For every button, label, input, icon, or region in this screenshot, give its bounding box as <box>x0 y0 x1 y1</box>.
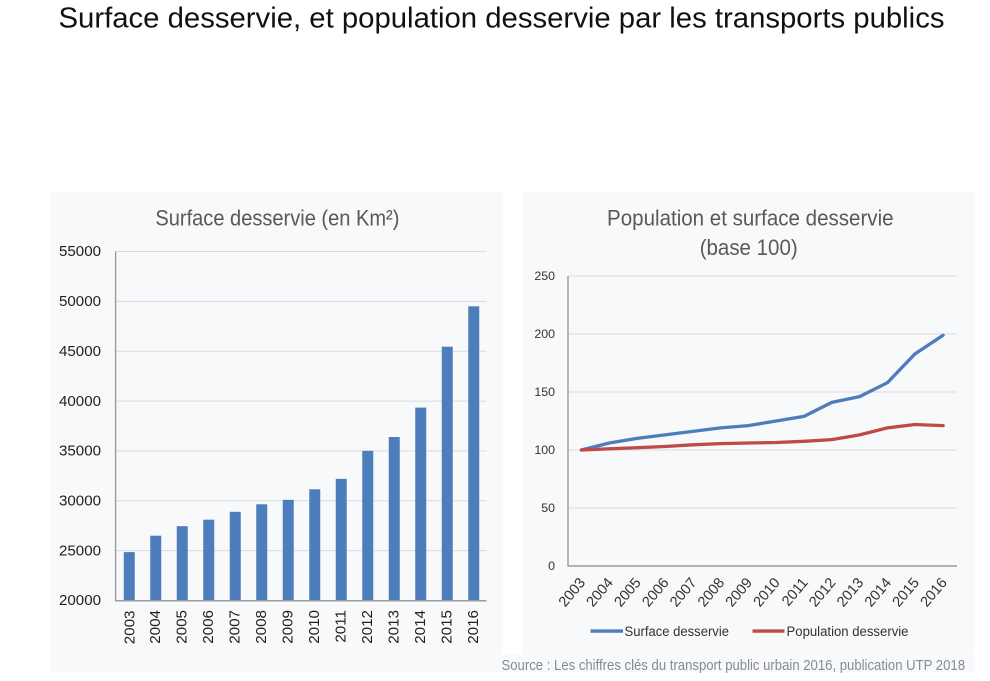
svg-text:2008: 2008 <box>253 610 270 644</box>
svg-text:Population desservie: Population desservie <box>787 624 909 639</box>
svg-text:35000: 35000 <box>59 443 101 460</box>
svg-text:2016: 2016 <box>465 610 482 644</box>
svg-text:50: 50 <box>541 501 555 515</box>
svg-text:2005: 2005 <box>174 610 191 644</box>
svg-text:2012: 2012 <box>359 610 376 644</box>
svg-text:Surface desservie (en Km²): Surface desservie (en Km²) <box>155 205 399 230</box>
svg-text:2015: 2015 <box>439 610 456 644</box>
svg-text:2003: 2003 <box>121 611 138 645</box>
svg-text:20000: 20000 <box>59 592 101 609</box>
svg-text:Population et surface desservi: Population et surface desservie <box>607 206 894 231</box>
svg-text:2014: 2014 <box>412 610 429 644</box>
svg-text:40000: 40000 <box>59 393 101 410</box>
svg-text:2004: 2004 <box>147 610 164 644</box>
svg-text:30000: 30000 <box>59 493 101 510</box>
svg-text:(base 100): (base 100) <box>700 235 798 260</box>
svg-text:50000: 50000 <box>59 293 101 310</box>
svg-text:2010: 2010 <box>306 610 323 644</box>
svg-text:Surface desservie, et populati: Surface desservie, et population desserv… <box>59 3 945 35</box>
svg-text:250: 250 <box>534 269 555 283</box>
svg-text:2013: 2013 <box>386 610 403 644</box>
svg-text:25000: 25000 <box>59 542 101 559</box>
svg-text:100: 100 <box>534 443 555 457</box>
svg-text:Source : Les chiffres clés du: Source : Les chiffres clés du transport … <box>502 658 966 674</box>
svg-text:2011: 2011 <box>333 610 350 643</box>
svg-text:55000: 55000 <box>59 243 101 260</box>
svg-text:2009: 2009 <box>280 610 297 644</box>
svg-text:0: 0 <box>548 559 555 573</box>
svg-text:150: 150 <box>534 385 555 399</box>
svg-text:2006: 2006 <box>200 610 217 644</box>
svg-text:2007: 2007 <box>227 610 244 644</box>
svg-text:45000: 45000 <box>59 343 101 360</box>
svg-text:Surface desservie: Surface desservie <box>625 624 730 639</box>
svg-text:200: 200 <box>534 327 555 341</box>
